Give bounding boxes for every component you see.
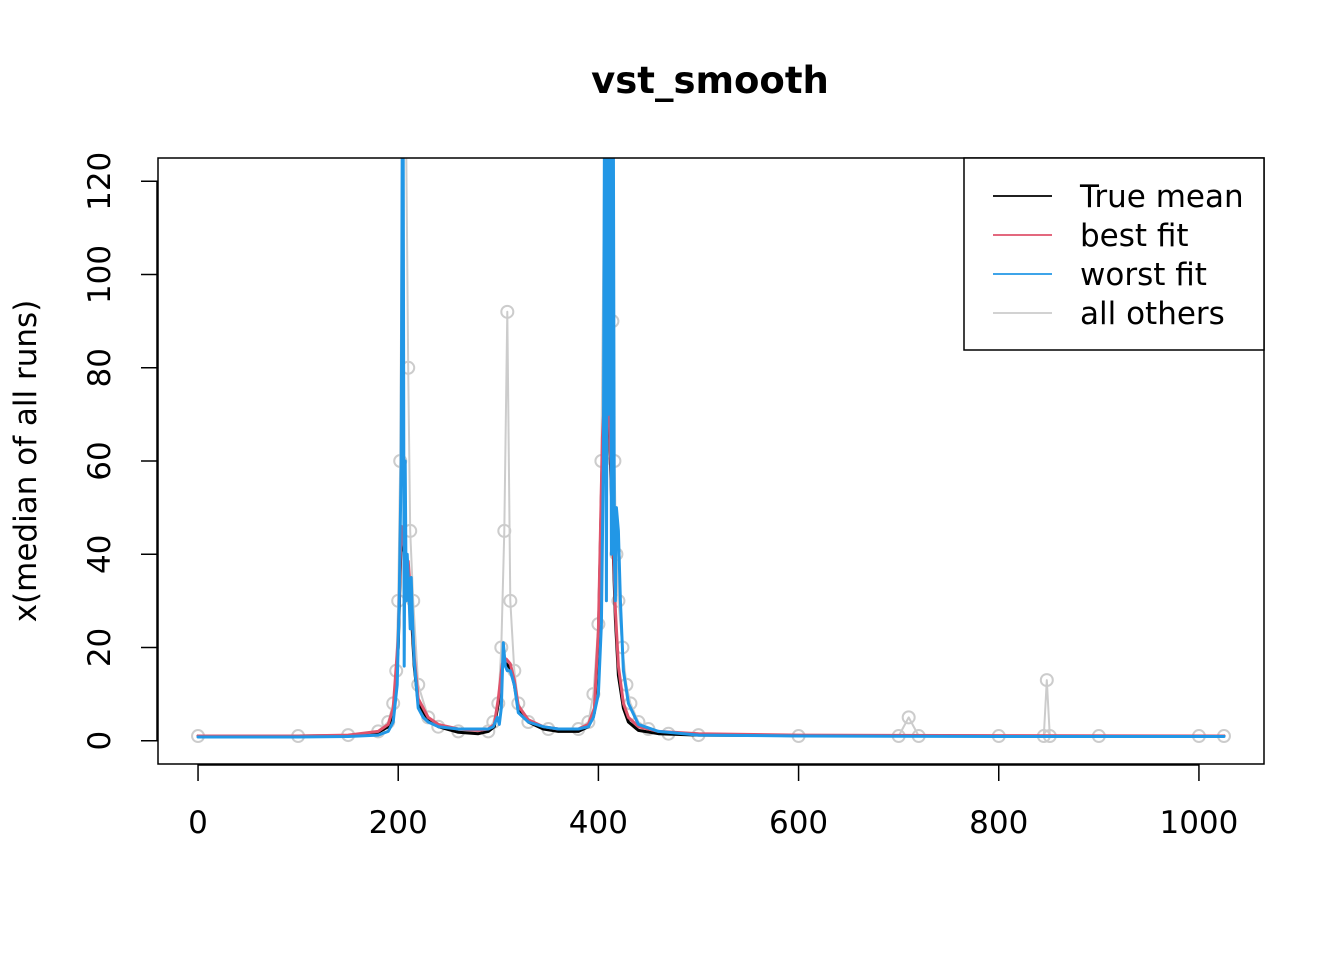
y-tick-label: 20 xyxy=(82,628,118,667)
y-tick-label: 100 xyxy=(82,245,118,304)
y-tick-label: 0 xyxy=(82,731,118,751)
data-point xyxy=(400,138,412,150)
chart-title: vst_smooth xyxy=(591,59,829,102)
legend-item: all others xyxy=(993,296,1225,332)
data-point xyxy=(598,138,610,150)
x-tick-label: 600 xyxy=(769,805,828,841)
x-tick-label: 400 xyxy=(569,805,628,841)
series-true-mean-line xyxy=(196,384,1226,738)
legend-label: worst fit xyxy=(1080,257,1207,293)
data-point xyxy=(600,138,612,150)
legend-item: True mean xyxy=(993,179,1244,215)
legend-item: worst fit xyxy=(993,257,1207,293)
data-point xyxy=(396,138,408,150)
x-tick-label: 1000 xyxy=(1159,805,1238,841)
x-tick-label: 0 xyxy=(188,805,208,841)
x-tick-label: 200 xyxy=(369,805,428,841)
x-axis: 0 200 400 600 800 1000 xyxy=(188,764,1238,841)
y-axis-title: x(median of all runs) xyxy=(8,300,44,623)
data-point xyxy=(602,138,614,150)
series-best-fit-line xyxy=(196,375,1226,738)
y-axis: 0 20 40 60 80 100 120 xyxy=(82,152,158,751)
x-tick-label: 800 xyxy=(969,805,1028,841)
data-point xyxy=(901,710,916,725)
y-tick-label: 80 xyxy=(82,348,118,387)
data-point xyxy=(398,138,410,150)
y-tick-label: 40 xyxy=(82,535,118,574)
legend-label: best fit xyxy=(1080,218,1189,254)
series-worst-fit-line xyxy=(196,158,1226,739)
legend-box xyxy=(963,157,1265,351)
legend-label: all others xyxy=(1080,296,1225,332)
data-point xyxy=(604,138,616,150)
series-layer xyxy=(191,138,1231,744)
legend-item: best fit xyxy=(993,218,1189,254)
y-tick-label: 120 xyxy=(82,152,118,211)
y-tick-label: 60 xyxy=(82,441,118,480)
legend-label: True mean xyxy=(1079,179,1244,215)
